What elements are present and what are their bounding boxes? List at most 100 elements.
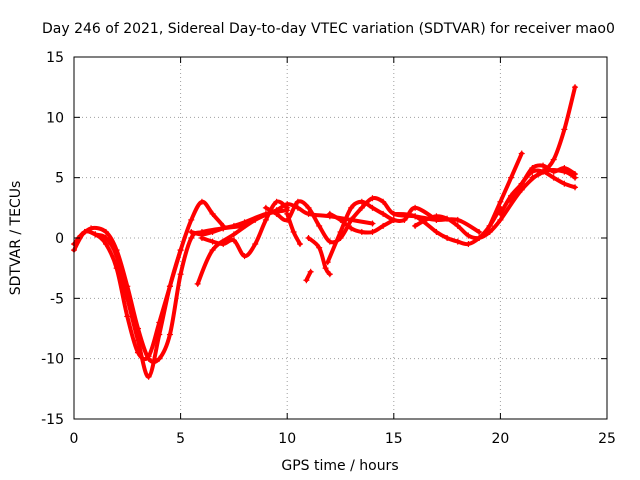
data-point xyxy=(476,228,483,235)
data-point xyxy=(369,195,376,202)
data-point xyxy=(412,204,419,211)
data-point xyxy=(572,184,579,191)
data-point xyxy=(561,180,568,187)
data-point xyxy=(252,241,259,248)
series-sat-10 xyxy=(305,235,333,278)
data-point xyxy=(465,232,472,239)
data-point xyxy=(316,244,323,251)
data-point xyxy=(296,241,303,248)
data-point xyxy=(572,171,579,178)
series-sat-9 xyxy=(303,268,314,284)
data-point xyxy=(454,238,461,245)
data-point xyxy=(156,319,163,326)
data-point xyxy=(284,210,291,217)
data-point xyxy=(102,235,109,241)
data-point xyxy=(241,219,248,226)
data-point xyxy=(188,228,195,235)
data-point xyxy=(540,162,547,169)
data-point xyxy=(124,283,131,290)
data-point xyxy=(529,174,536,181)
data-point xyxy=(497,210,504,217)
data-point xyxy=(348,225,355,232)
data-point xyxy=(540,168,547,175)
data-point xyxy=(550,174,557,181)
data-point xyxy=(476,235,483,241)
data-point xyxy=(390,210,397,217)
data-point xyxy=(572,84,579,91)
data-point xyxy=(369,220,376,227)
data-point xyxy=(262,216,269,223)
data-point xyxy=(198,231,205,238)
data-point xyxy=(486,222,493,229)
data-point xyxy=(290,228,297,235)
x-tick-label: 15 xyxy=(385,431,403,447)
data-point xyxy=(102,228,109,235)
data-point xyxy=(262,204,269,211)
data-point xyxy=(444,235,451,241)
data-point xyxy=(209,210,216,217)
data-point xyxy=(220,241,227,248)
series-sat-6 xyxy=(188,207,291,238)
data-point xyxy=(369,228,376,235)
data-point xyxy=(124,313,131,320)
data-point xyxy=(337,228,344,235)
data-point xyxy=(209,238,216,245)
data-point xyxy=(273,198,280,205)
data-point xyxy=(348,216,355,223)
data-point xyxy=(241,253,248,260)
data-point xyxy=(188,216,195,223)
x-tick-label: 0 xyxy=(70,431,79,447)
data-point xyxy=(209,247,216,254)
data-point xyxy=(380,210,387,217)
data-point xyxy=(401,216,408,223)
data-point xyxy=(198,198,205,205)
data-point xyxy=(412,213,419,220)
data-point xyxy=(113,265,120,272)
x-tick-label: 5 xyxy=(176,431,185,447)
data-point xyxy=(188,235,195,241)
data-point xyxy=(326,210,333,217)
data-point xyxy=(454,222,461,229)
series-line xyxy=(509,168,577,204)
data-point xyxy=(550,156,557,163)
data-point xyxy=(81,228,88,235)
y-tick-label: -5 xyxy=(50,291,64,307)
data-point xyxy=(326,238,333,245)
y-tick-label: -15 xyxy=(41,412,64,428)
data-point xyxy=(303,277,310,284)
data-point xyxy=(380,198,387,205)
data-point xyxy=(273,210,280,217)
series-line xyxy=(306,236,332,277)
data-point xyxy=(230,231,237,238)
data-point xyxy=(433,228,440,235)
data-point xyxy=(230,222,237,229)
data-point xyxy=(561,165,568,172)
data-point xyxy=(508,198,515,205)
y-tick-label: 15 xyxy=(46,50,64,66)
data-point xyxy=(177,247,184,254)
data-point xyxy=(444,215,451,222)
x-tick-label: 10 xyxy=(278,431,296,447)
tick-layer: 0 5 10 15 20 25 -15 -10 -5 0 5 10 15 xyxy=(41,50,616,447)
data-point xyxy=(156,355,163,362)
data-point xyxy=(550,168,557,175)
data-point xyxy=(230,237,237,244)
data-point xyxy=(145,353,152,360)
y-tick-label: -10 xyxy=(41,352,64,368)
data-point xyxy=(433,213,440,220)
series-line xyxy=(285,211,302,246)
series-layer xyxy=(71,84,579,380)
data-point xyxy=(166,331,173,338)
y-tick-label: 0 xyxy=(55,231,64,247)
data-point xyxy=(177,271,184,278)
data-point xyxy=(358,198,365,205)
data-point xyxy=(305,204,312,211)
data-point xyxy=(358,228,365,235)
series-sat-19 xyxy=(529,84,579,181)
data-point xyxy=(486,228,493,235)
data-point xyxy=(262,210,269,217)
data-point xyxy=(348,204,355,211)
series-sat-5 xyxy=(198,198,291,260)
series-sat-8 xyxy=(284,210,303,248)
